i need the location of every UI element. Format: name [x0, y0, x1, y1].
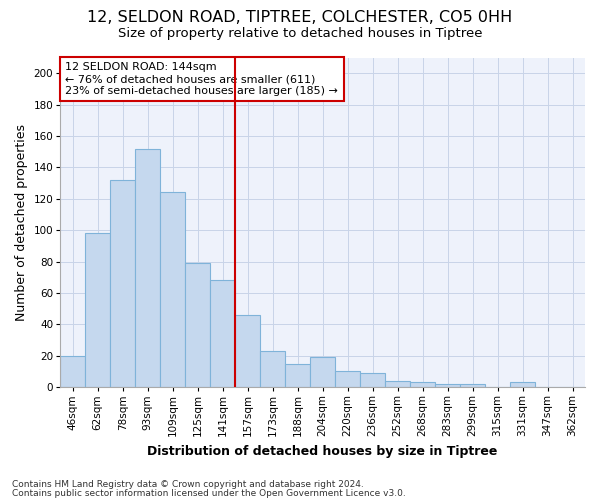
Text: Contains public sector information licensed under the Open Government Licence v3: Contains public sector information licen…: [12, 488, 406, 498]
Bar: [460, 384, 485, 387]
Bar: [135, 148, 160, 387]
Bar: [60, 356, 85, 387]
X-axis label: Distribution of detached houses by size in Tiptree: Distribution of detached houses by size …: [148, 444, 498, 458]
Bar: [210, 280, 235, 387]
Bar: [160, 192, 185, 387]
Bar: [235, 315, 260, 387]
Text: 12, SELDON ROAD, TIPTREE, COLCHESTER, CO5 0HH: 12, SELDON ROAD, TIPTREE, COLCHESTER, CO…: [88, 10, 512, 25]
Bar: [410, 382, 435, 387]
Bar: [285, 364, 310, 387]
Bar: [335, 372, 360, 387]
Bar: [185, 263, 210, 387]
Y-axis label: Number of detached properties: Number of detached properties: [15, 124, 28, 321]
Bar: [385, 381, 410, 387]
Bar: [260, 351, 285, 387]
Bar: [310, 358, 335, 387]
Bar: [435, 384, 460, 387]
Text: Size of property relative to detached houses in Tiptree: Size of property relative to detached ho…: [118, 28, 482, 40]
Bar: [510, 382, 535, 387]
Bar: [360, 373, 385, 387]
Bar: [85, 234, 110, 387]
Text: 12 SELDON ROAD: 144sqm
← 76% of detached houses are smaller (611)
23% of semi-de: 12 SELDON ROAD: 144sqm ← 76% of detached…: [65, 62, 338, 96]
Bar: [110, 180, 135, 387]
Text: Contains HM Land Registry data © Crown copyright and database right 2024.: Contains HM Land Registry data © Crown c…: [12, 480, 364, 489]
